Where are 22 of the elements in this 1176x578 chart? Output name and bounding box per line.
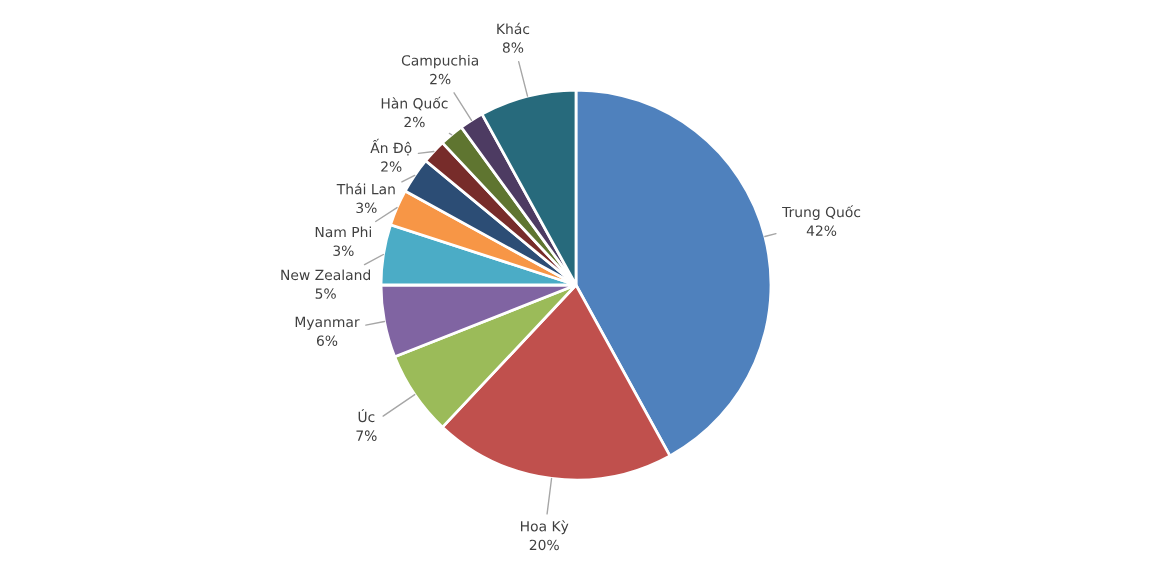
slice-label: New Zealand bbox=[281, 269, 370, 281]
slice-label: Trung Quốc bbox=[782, 205, 861, 220]
slice-label: Ấn Độ bbox=[370, 138, 412, 156]
slice-label: Hoa Kỳ bbox=[520, 520, 569, 535]
slice-label: Khác bbox=[497, 22, 530, 35]
slice-label: Thái Lan bbox=[336, 183, 395, 195]
data-label: 2% bbox=[381, 161, 402, 172]
data-label: 42% bbox=[806, 225, 837, 236]
slice-label: Hàn Quốc bbox=[381, 96, 448, 111]
slice-label: Myanmar bbox=[295, 316, 360, 330]
slice-label: Nam Phi bbox=[315, 226, 371, 238]
data-label: 5% bbox=[315, 288, 336, 299]
slice-label: Campuchia bbox=[401, 54, 478, 69]
data-label: 2% bbox=[404, 116, 425, 128]
data-label: 8% bbox=[502, 42, 524, 53]
data-label: 6% bbox=[316, 335, 338, 346]
data-label: 3% bbox=[356, 202, 377, 214]
data-label: 2% bbox=[430, 73, 451, 85]
data-label: 20% bbox=[529, 539, 559, 551]
data-label: 7% bbox=[356, 430, 377, 441]
data-label: 3% bbox=[333, 245, 354, 256]
slice-label: Úc bbox=[358, 409, 375, 423]
